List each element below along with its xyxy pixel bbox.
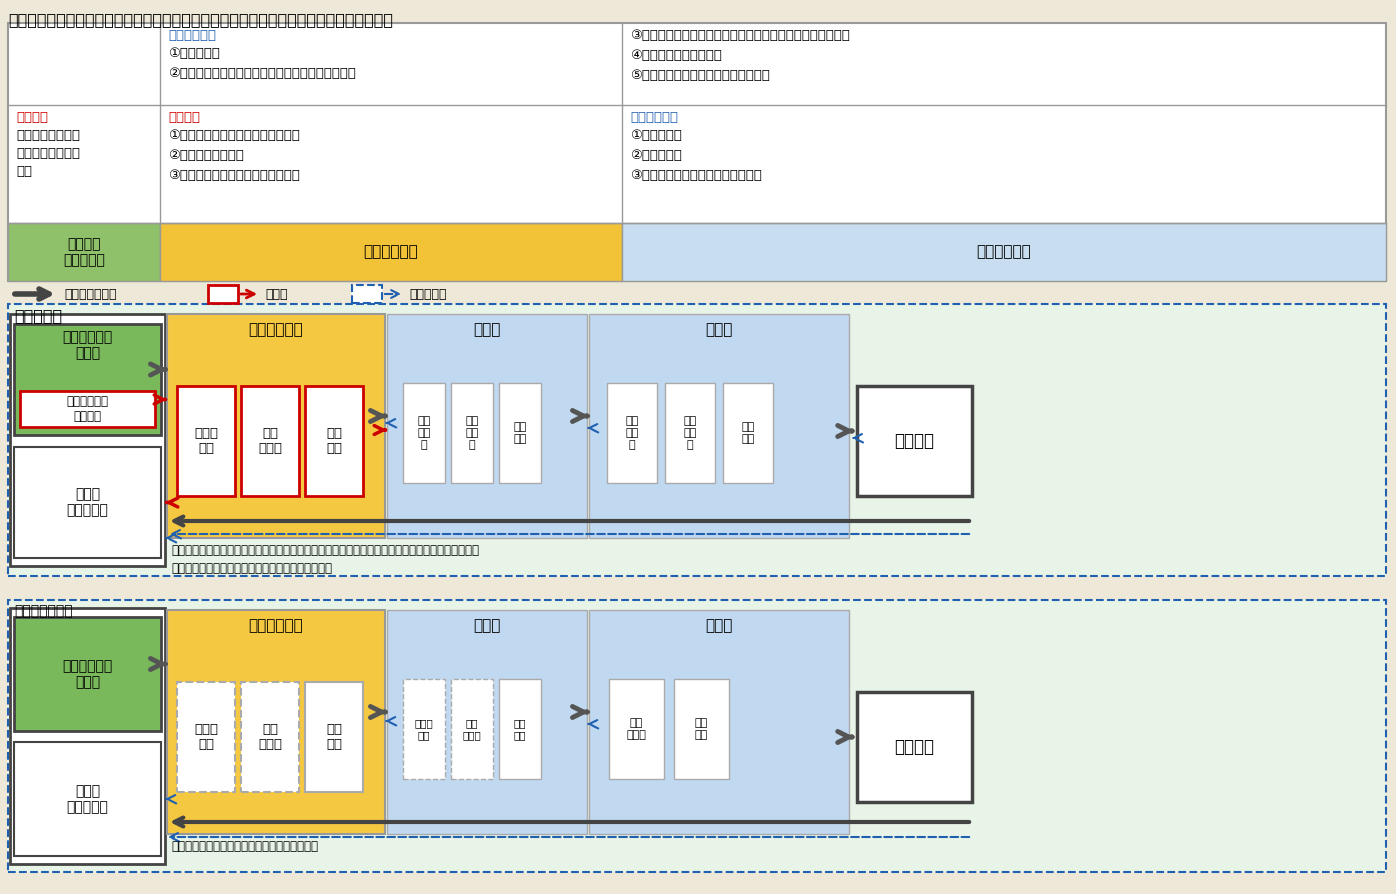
- Text: 情報
保存等: 情報 保存等: [627, 718, 646, 740]
- Text: 記録
保存等: 記録 保存等: [462, 718, 482, 740]
- Bar: [14, 324, 161, 435]
- Text: 第２種: 第２種: [705, 618, 733, 633]
- Text: 合法性
確認: 合法性 確認: [194, 427, 218, 455]
- Text: 情報
の受
取: 情報 の受 取: [625, 417, 638, 450]
- Text: 合法性
確認: 合法性 確認: [415, 718, 433, 740]
- Text: 求めに応じた
情報提供: 求めに応じた 情報提供: [67, 395, 109, 423]
- Text: 体制整備、合法材の数量増加に係る措置、違法伐採に係る木材等を利用しないための措置、消費者
への情報伝達、登録事業者等であることの情報提供: 体制整備、合法材の数量増加に係る措置、違法伐採に係る木材等を利用しないための措置…: [170, 544, 479, 575]
- Text: ①原材料情報の収集、合法性の確認
②記録の作成・保存
③木材関連事業者に対する情報伝達: ①原材料情報の収集、合法性の確認 ②記録の作成・保存 ③木材関連事業者に対する情…: [168, 129, 300, 182]
- Text: 海外の
輸出事業者: 海外の 輸出事業者: [67, 784, 109, 814]
- Text: 体制整備、登録事業者等であることの情報提供: 体制整備、登録事業者等であることの情報提供: [170, 840, 318, 853]
- Bar: [14, 742, 161, 856]
- Bar: [177, 682, 235, 792]
- Bar: [168, 610, 385, 834]
- Text: 素材生産販売
事業者: 素材生産販売 事業者: [63, 330, 113, 360]
- Bar: [451, 679, 493, 779]
- Bar: [589, 610, 849, 834]
- Text: 第２種: 第２種: [705, 322, 733, 337]
- Text: 第１種事業者: 第１種事業者: [248, 322, 303, 337]
- Text: ：努力義務: ：努力義務: [409, 288, 447, 300]
- Bar: [177, 386, 235, 496]
- Text: 【義務】: 【義務】: [168, 111, 200, 124]
- Text: 図１　改正クリーンウッド法における木材等の譲り受け等に係る義務及び努力義務の内容: 図１ 改正クリーンウッド法における木材等の譲り受け等に係る義務及び努力義務の内容: [8, 12, 394, 27]
- Text: 第１種事業者: 第１種事業者: [248, 618, 303, 633]
- Text: 情報
保存
等: 情報 保存 等: [465, 417, 479, 450]
- Bar: [723, 383, 773, 483]
- Text: 素材生産
販売事業者: 素材生産 販売事業者: [63, 237, 105, 267]
- Bar: [168, 314, 385, 538]
- Bar: [664, 383, 715, 483]
- Text: 情報
伝達: 情報 伝達: [695, 718, 708, 740]
- Text: 第２種事業者: 第２種事業者: [977, 244, 1032, 259]
- Text: 記録
保存等: 記録 保存等: [258, 427, 282, 455]
- Bar: [451, 383, 493, 483]
- Text: 海外の
輸出事業者: 海外の 輸出事業者: [67, 487, 109, 518]
- Bar: [304, 682, 363, 792]
- Text: 第２種: 第２種: [473, 322, 501, 337]
- Text: 素材生産販売
事業者: 素材生産販売 事業者: [63, 659, 113, 689]
- Text: 情報
伝達: 情報 伝達: [741, 422, 755, 443]
- Bar: [8, 304, 1386, 576]
- Bar: [161, 223, 623, 281]
- Text: ①情報の受取
②情報の保存
③木材関連事業者に対する情報伝達: ①情報の受取 ②情報の保存 ③木材関連事業者に対する情報伝達: [630, 129, 762, 182]
- Text: 合法性
確認: 合法性 確認: [194, 723, 218, 751]
- Bar: [403, 679, 445, 779]
- Bar: [20, 391, 155, 427]
- Bar: [674, 679, 729, 779]
- Bar: [8, 223, 161, 281]
- Bar: [242, 386, 299, 496]
- Bar: [352, 285, 383, 303]
- Bar: [857, 386, 972, 496]
- Bar: [403, 383, 445, 483]
- Text: 消費者等: 消費者等: [895, 432, 934, 450]
- Text: ：木材等の流れ: ：木材等の流れ: [64, 288, 116, 300]
- Text: ①体制の整備
②合法性確認木材等の数量を増加させるための措置: ①体制の整備 ②合法性確認木材等の数量を増加させるための措置: [168, 47, 356, 80]
- Bar: [498, 383, 542, 483]
- Bar: [609, 679, 664, 779]
- Text: ：義務: ：義務: [265, 288, 288, 300]
- Text: 【努力義務】: 【努力義務】: [630, 111, 678, 124]
- Text: 情報
伝達: 情報 伝達: [327, 427, 342, 455]
- Bar: [304, 386, 363, 496]
- Bar: [10, 608, 165, 864]
- Text: 第１種事業者の求
めに応じた情報の
提供: 第１種事業者の求 めに応じた情報の 提供: [15, 129, 80, 178]
- Bar: [857, 692, 972, 802]
- Text: 記録
保存等: 記録 保存等: [258, 723, 282, 751]
- Bar: [14, 617, 161, 731]
- Text: 【努力義務】: 【努力義務】: [168, 29, 216, 42]
- Bar: [607, 383, 658, 483]
- Text: 情報
伝達: 情報 伝達: [514, 422, 526, 443]
- Text: ③違法伐採に係る木材等を利用しないようにするための措置
④消費者等への情報伝達
⑤登録事業者等であることの情報提供: ③違法伐採に係る木材等を利用しないようにするための措置 ④消費者等への情報伝達 …: [630, 29, 850, 82]
- Text: 情報
保存
等: 情報 保存 等: [684, 417, 697, 450]
- Text: 第１種事業者: 第１種事業者: [363, 244, 419, 259]
- Text: 情報
伝達: 情報 伝達: [514, 718, 526, 740]
- Text: 消費者等: 消費者等: [895, 738, 934, 756]
- Text: 【改正後】: 【改正後】: [14, 308, 63, 323]
- Bar: [387, 610, 586, 834]
- Text: 第２種: 第２種: [473, 618, 501, 633]
- Bar: [8, 600, 1386, 872]
- Text: （参考：現行）: （参考：現行）: [14, 604, 73, 618]
- Text: 情報
伝達: 情報 伝達: [327, 723, 342, 751]
- Bar: [208, 285, 237, 303]
- Bar: [14, 447, 161, 558]
- Bar: [8, 23, 1386, 281]
- Bar: [387, 314, 586, 538]
- Bar: [242, 682, 299, 792]
- Bar: [10, 314, 165, 566]
- Bar: [623, 223, 1386, 281]
- Bar: [498, 679, 542, 779]
- Bar: [589, 314, 849, 538]
- Text: 情報
の受
取: 情報 の受 取: [417, 417, 430, 450]
- Text: 【義務】: 【義務】: [15, 111, 47, 124]
